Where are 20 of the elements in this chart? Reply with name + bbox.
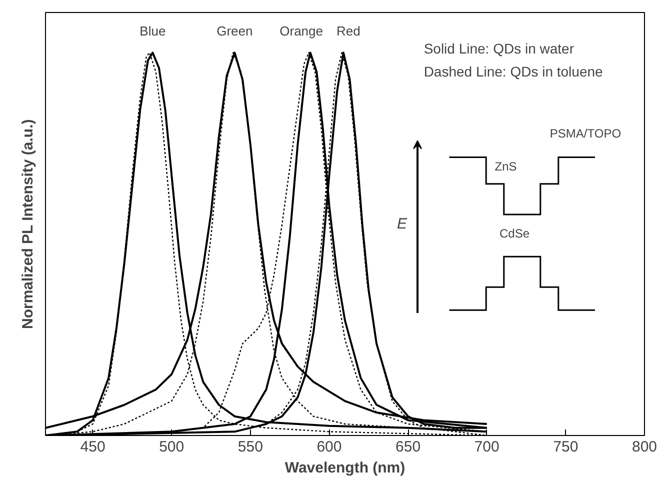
x-tick-label: 550 [238, 438, 263, 456]
x-tick-label: 750 [553, 438, 578, 456]
series-label: Red [336, 24, 360, 39]
series-label: Orange [280, 24, 324, 39]
annotation: E [397, 216, 408, 233]
x-tick-label: 650 [396, 438, 421, 456]
x-tick-label: 600 [316, 438, 342, 456]
x-axis-title: Wavelength (nm) [284, 460, 406, 476]
series-label: Green [216, 24, 253, 39]
annotation: Solid Line: QDs in water [424, 40, 574, 57]
x-tick-label: 800 [632, 438, 658, 456]
y-axis-title: Normalized PL Intensity (a.u.) [20, 119, 36, 330]
annotation: Dashed Line: QDs in toluene [424, 63, 604, 80]
x-tick-label: 500 [159, 438, 184, 456]
x-tick-label: 700 [474, 438, 500, 456]
annotation: ZnS [494, 159, 517, 174]
x-tick-label: 450 [80, 438, 106, 456]
annotation: CdSe [499, 226, 530, 240]
series-label: Blue [140, 24, 166, 39]
annotation: PSMA/TOPO [550, 126, 622, 141]
